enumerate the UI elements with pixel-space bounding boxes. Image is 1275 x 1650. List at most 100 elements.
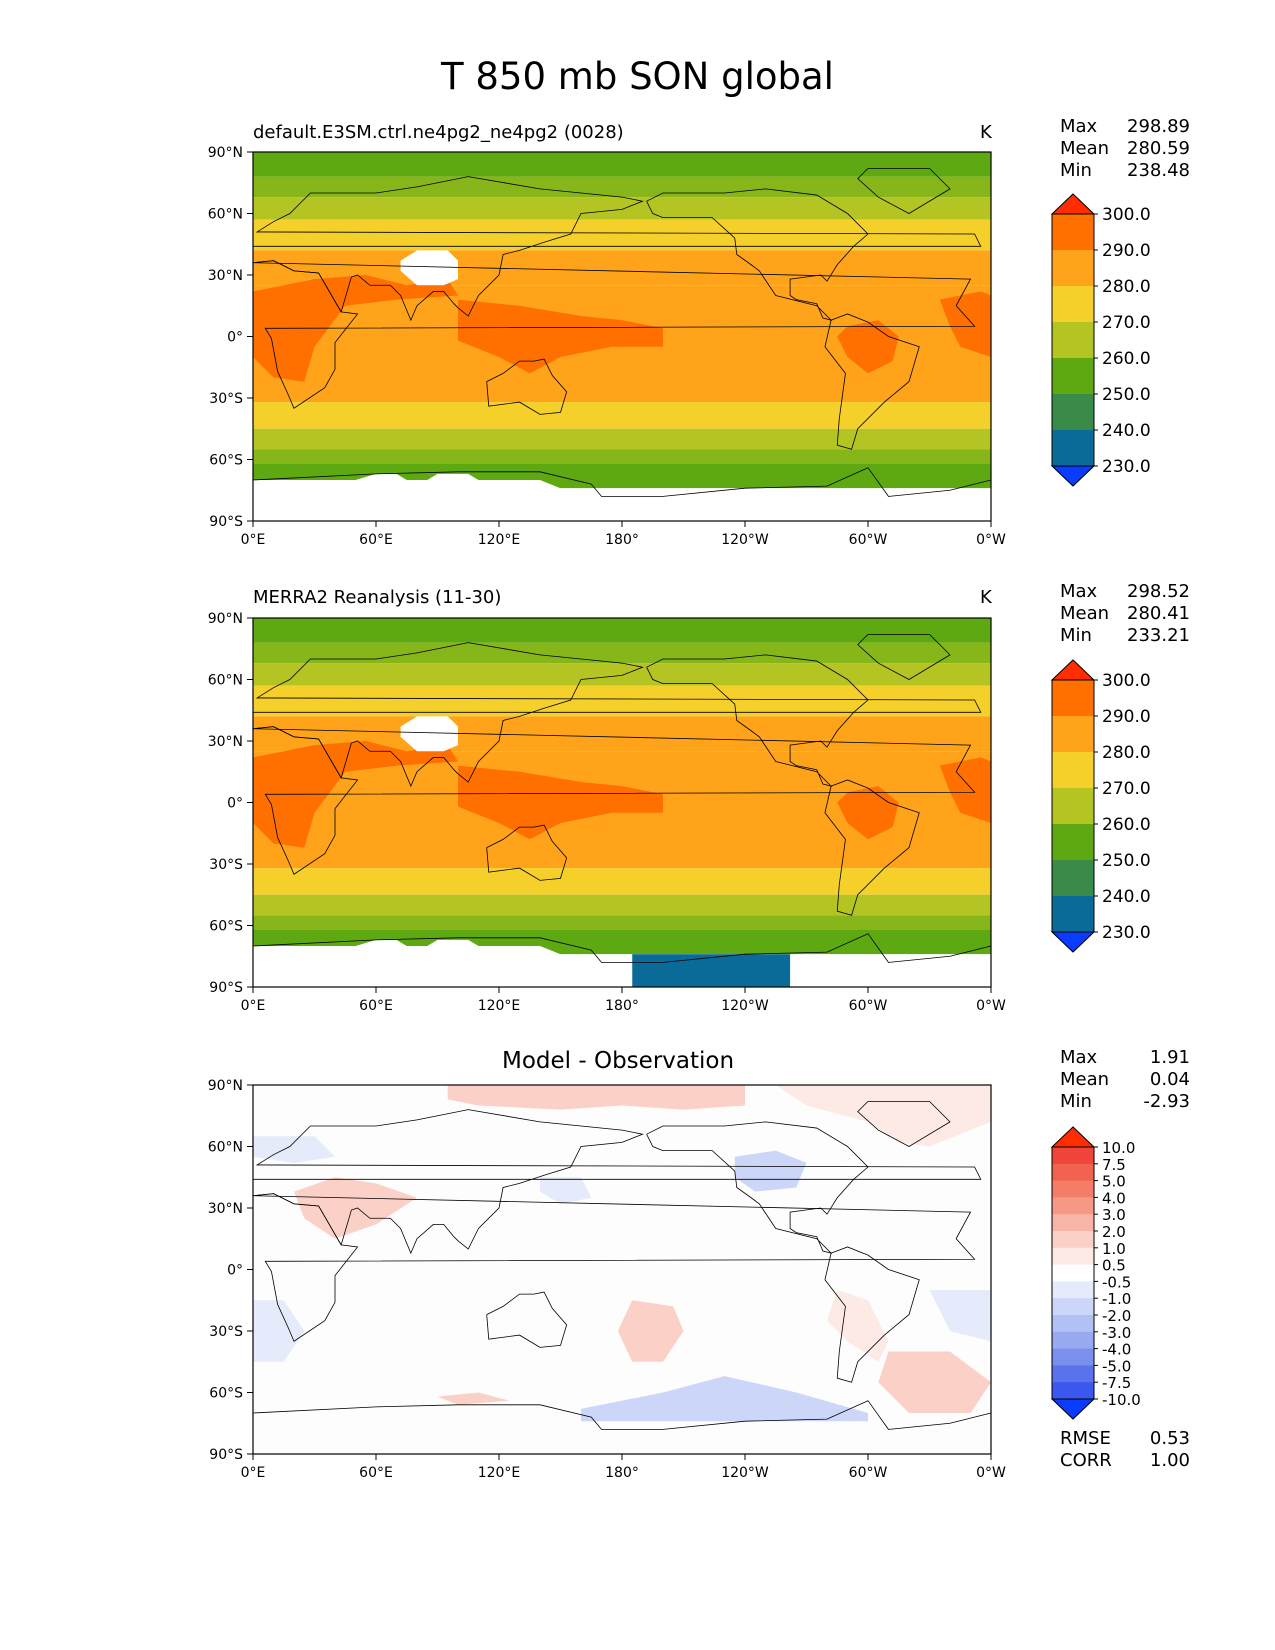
x-tick-label: 60°E <box>359 998 393 1014</box>
y-tick-label: 90°S <box>209 1447 243 1463</box>
coastline-north_america <box>646 188 869 321</box>
colorbar: 300.0 290.0 280.0 270.0 260.0 250.0 240.0 230.0 <box>1050 659 1151 953</box>
y-tick-label: 30°S <box>209 391 243 407</box>
colorbar-segment <box>1052 214 1094 251</box>
colorbar-segment <box>1052 1315 1094 1333</box>
stats-box: Max 298.89 Mean 280.59 Min 238.48 <box>1060 116 1190 182</box>
field-band <box>253 894 991 916</box>
y-tick-label: 30°S <box>209 1324 243 1340</box>
colorbar-label: -1.0 <box>1102 1290 1131 1308</box>
rmse-label: RMSE <box>1060 1428 1111 1449</box>
colorbar-label: 230.0 <box>1102 923 1151 943</box>
field-missing-tibet <box>400 716 458 752</box>
colorbar-segment <box>1052 1214 1094 1232</box>
field-warm-region <box>253 741 458 848</box>
x-tick-label: 60°E <box>359 1465 393 1481</box>
coastline-greenland <box>857 167 951 214</box>
axis-ticks: 0°E 60°E 120°E 180° 120°W 60°W 0°W 90°N 60°N 30°N… <box>208 611 1006 1014</box>
map-ref: 0°E 60°E 120°E 180° 120°W 60°W 0°W 90°N 60°N 30°N… <box>208 611 1151 1014</box>
field-band <box>253 868 991 895</box>
stat-mean-label: Mean <box>1060 1069 1110 1090</box>
stat-mean: 0.04 <box>1149 1069 1190 1090</box>
field-band <box>253 642 991 664</box>
colorbar-label: 7.5 <box>1102 1156 1126 1174</box>
stats-box: Max 1.91 Mean 0.04 Min -2.93 <box>1060 1047 1190 1113</box>
y-tick-label: 90°S <box>209 514 243 530</box>
colorbar-segment <box>1052 358 1094 395</box>
field-anomaly-region <box>447 1085 745 1110</box>
difference-field <box>253 1085 991 1454</box>
colorbar: 300.0 290.0 280.0 270.0 260.0 250.0 240.0 230.0 <box>1050 193 1151 487</box>
stat-min-label: Min <box>1060 160 1092 181</box>
colorbar-label: -3.0 <box>1102 1324 1131 1342</box>
x-tick-label: 60°E <box>359 532 393 548</box>
field-warm-region <box>939 757 991 823</box>
x-tick-label: 120°E <box>478 998 521 1014</box>
field-band <box>253 663 991 686</box>
stat-max-label: Max <box>1060 581 1098 602</box>
field-cold-region <box>632 954 791 987</box>
colorbar-segment <box>1052 1163 1094 1182</box>
stats-box: Max 298.52 Mean 280.41 Min 233.21 <box>1060 581 1190 647</box>
x-tick-label: 0°W <box>976 998 1006 1014</box>
panel-ref: MERRA2 Reanalysis (11-30) K Max 298.52 Me… <box>0 0 1275 1014</box>
x-tick-label: 0°W <box>976 532 1006 548</box>
colorbar-segment <box>1052 1382 1094 1400</box>
x-tick-label: 120°W <box>721 1465 769 1481</box>
y-tick-label: 90°N <box>208 1078 243 1094</box>
field-warm-region <box>253 275 458 382</box>
coastline-europe_asia <box>252 1109 982 1255</box>
colorbar-label: 250.0 <box>1102 385 1151 405</box>
panel-title: default.E3SM.ctrl.ne4pg2_ne4pg2 (0028) <box>253 122 624 143</box>
field-warm-region <box>837 320 899 374</box>
colorbar-segment <box>1052 860 1094 897</box>
colorbar-label: 4.0 <box>1102 1189 1126 1207</box>
field-band <box>253 685 991 717</box>
field-warm-region <box>837 786 899 840</box>
stat-max-label: Max <box>1060 1047 1098 1068</box>
temperature-field <box>253 152 991 521</box>
stat-min-label: Min <box>1060 625 1092 646</box>
coastline-australia <box>486 1291 568 1348</box>
field-missing-tibet <box>400 250 458 286</box>
colorbar-label: 1.0 <box>1102 1240 1126 1258</box>
colorbar-segment <box>1052 680 1094 717</box>
y-tick-label: 30°N <box>208 1201 243 1217</box>
colorbar-extend-bottom <box>1050 1398 1096 1420</box>
field-band <box>253 176 991 198</box>
colorbar-segment <box>1052 716 1094 753</box>
field-anomaly-region <box>437 1392 510 1405</box>
x-tick-label: 0°W <box>976 1465 1006 1481</box>
map-diff: 0°E 60°E 120°E 180° 120°W 60°W 0°W 90°N 60°N 30°N… <box>208 1078 1141 1481</box>
x-tick-label: 120°W <box>721 532 769 548</box>
field-band <box>253 377 991 403</box>
field-warm-region <box>458 765 663 840</box>
y-tick-label: 90°S <box>209 980 243 996</box>
corr-label: CORR <box>1060 1450 1112 1471</box>
colorbar-label: 300.0 <box>1102 671 1151 691</box>
colorbar-label: -5.0 <box>1102 1357 1131 1375</box>
coastline-antarctica <box>252 933 992 963</box>
y-tick-label: 60°N <box>208 1140 243 1156</box>
field-anomaly-region <box>617 1300 684 1362</box>
colorbar-segment <box>1052 1365 1094 1383</box>
field-missing-antarctica <box>253 939 991 987</box>
coastlines <box>252 167 992 497</box>
colorbar-segment <box>1052 250 1094 287</box>
colorbar-segment <box>1052 1231 1094 1249</box>
axis-ticks: 0°E 60°E 120°E 180° 120°W 60°W 0°W 90°N 60°N 30°N… <box>208 1078 1006 1481</box>
field-band <box>253 843 991 869</box>
y-tick-label: 90°N <box>208 611 243 627</box>
field-band <box>253 428 991 450</box>
colorbar-frame <box>1051 213 1095 467</box>
stat-mean: 280.41 <box>1127 603 1190 624</box>
colorbar-label: 280.0 <box>1102 277 1151 297</box>
panel-diff: Model - Observation Max 1.91 Mean 0.04 Min… <box>0 0 1275 1481</box>
colorbar-frame <box>1051 679 1095 933</box>
coastlines <box>252 634 992 963</box>
y-tick-label: 60°S <box>209 453 243 469</box>
stat-min: 233.21 <box>1127 625 1190 646</box>
colorbar-label: 270.0 <box>1102 779 1151 799</box>
colorbar-segment <box>1052 788 1094 825</box>
colorbar-segment <box>1052 394 1094 431</box>
